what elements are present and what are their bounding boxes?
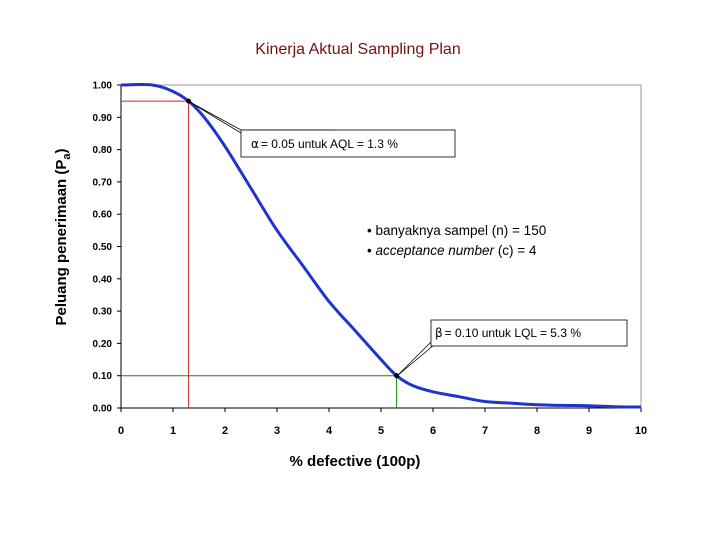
y-tick-label: 0.40 bbox=[93, 274, 113, 285]
alpha-annotation-text: = 0.05 untuk AQL = 1.3 % bbox=[261, 137, 398, 151]
x-axis: 0 1 2 3 4 5 6 7 8 9 10 bbox=[118, 407, 647, 437]
y-tick-label: 0.20 bbox=[93, 339, 113, 350]
x-tick-label: 1 bbox=[170, 425, 176, 437]
beta-annotation: β = 0.10 untuk LQL = 5.3 % bbox=[435, 326, 581, 340]
oc-curve-line bbox=[120, 83, 642, 409]
marker-lql bbox=[394, 373, 400, 379]
y-tick-label: 0.10 bbox=[93, 371, 113, 382]
x-tick-label: 5 bbox=[378, 425, 384, 437]
info-acceptance-number: • acceptance number (c) = 4 bbox=[367, 243, 537, 258]
info-box bbox=[364, 214, 588, 265]
x-tick-label: 6 bbox=[430, 425, 436, 437]
alpha-annotation: α = 0.05 untuk AQL = 1.3 % bbox=[251, 137, 398, 151]
y-tick-label: 0.80 bbox=[93, 145, 113, 156]
x-tick-label: 4 bbox=[326, 425, 333, 437]
x-tick-label: 0 bbox=[118, 425, 124, 437]
beta-annotation-box bbox=[430, 319, 628, 347]
alpha-annotation-box bbox=[240, 129, 456, 158]
y-tick-label: 0.60 bbox=[93, 210, 113, 221]
x-tick-label: 3 bbox=[274, 425, 280, 437]
x-axis-label: % defective (100p) bbox=[290, 453, 421, 470]
y-axis-label: Peluang penerimaan (Pa) bbox=[53, 148, 73, 325]
x-tick-label: 7 bbox=[482, 425, 488, 437]
x-tick-label: 9 bbox=[586, 425, 592, 437]
x-tick-label: 10 bbox=[635, 425, 647, 437]
y-tick-label: 0.90 bbox=[93, 113, 113, 124]
y-tick-label: 0.00 bbox=[93, 404, 113, 415]
beta-symbol: β bbox=[435, 326, 443, 340]
reference-lines bbox=[121, 100, 398, 408]
info-sample-size: • banyaknya sampel (n) = 150 bbox=[367, 223, 546, 238]
y-tick-label: 1.00 bbox=[93, 81, 113, 92]
y-axis: 0.00 0.10 0.20 0.30 0.40 0.50 0.60 0.70 0.80 0.90… bbox=[93, 81, 122, 415]
alpha-symbol: α bbox=[251, 137, 259, 151]
x-tick-label: 8 bbox=[534, 425, 540, 437]
y-tick-label: 0.70 bbox=[93, 177, 113, 188]
y-tick-label: 0.30 bbox=[93, 307, 113, 318]
beta-annotation-text: = 0.10 untuk LQL = 5.3 % bbox=[445, 326, 582, 340]
chart-title: Kinerja Aktual Sampling Plan bbox=[255, 41, 460, 58]
x-tick-label: 2 bbox=[222, 425, 228, 437]
y-tick-label: 0.50 bbox=[93, 242, 113, 253]
